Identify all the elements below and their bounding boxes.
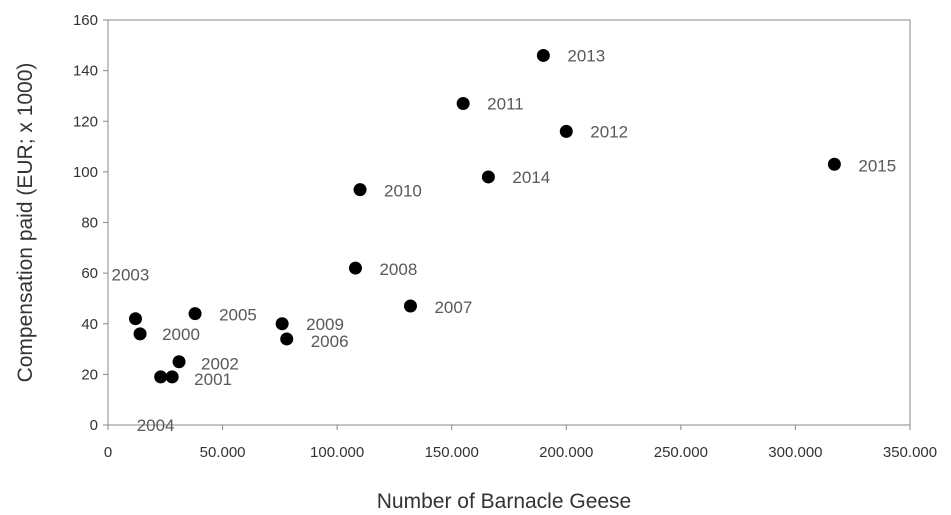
y-tick-label: 0: [90, 417, 98, 434]
data-point-2012: [559, 124, 573, 138]
data-points: [128, 48, 841, 384]
point-label-2010: 2010: [384, 182, 422, 201]
y-tick-label: 80: [81, 215, 98, 232]
data-point-2015: [827, 157, 841, 171]
x-tick-label: 150.000: [425, 444, 479, 461]
x-axis-title: Number of Barnacle Geese: [377, 490, 631, 513]
y-tick-label: 100: [73, 164, 98, 181]
point-label-2011: 2011: [487, 95, 524, 114]
data-point-2006: [280, 332, 294, 346]
point-label-2012: 2012: [590, 122, 628, 141]
x-axis-ticks: 0 50.000 100.000 150.000 200.000 250.000 300.0…: [104, 425, 937, 461]
point-label-2003: 2003: [111, 266, 149, 285]
point-label-2008: 2008: [379, 260, 417, 279]
data-point-2007: [403, 299, 417, 313]
point-label-2001: 2001: [194, 370, 232, 389]
data-point-2003: [128, 312, 142, 326]
x-tick-label: 250.000: [654, 444, 708, 461]
point-label-2005: 2005: [219, 306, 257, 325]
data-point-2005: [188, 307, 202, 321]
x-tick-label: 50.000: [200, 444, 246, 461]
data-point-2014: [481, 170, 495, 184]
data-point-2008: [348, 261, 362, 275]
data-point-2009: [275, 317, 289, 331]
data-point-2004: [154, 370, 168, 384]
x-tick-label: 0: [104, 444, 112, 461]
data-point-2002: [172, 355, 186, 369]
point-label-2015: 2015: [858, 156, 896, 175]
y-tick-label: 160: [73, 12, 98, 29]
x-tick-label: 350.000: [883, 444, 937, 461]
data-point-2011: [456, 97, 470, 111]
y-tick-label: 120: [73, 113, 98, 130]
y-tick-label: 140: [73, 63, 98, 80]
point-label-2000: 2000: [162, 325, 200, 344]
data-point-2013: [536, 48, 550, 62]
point-label-2007: 2007: [434, 298, 472, 317]
y-axis-title: Compensation paid (EUR; x 1000): [14, 63, 37, 383]
point-label-2009: 2009: [306, 315, 344, 334]
x-tick-label: 200.000: [539, 444, 593, 461]
x-tick-label: 100.000: [310, 444, 364, 461]
y-tick-label: 20: [81, 366, 98, 383]
data-point-2001: [165, 370, 179, 384]
point-label-2014: 2014: [512, 168, 550, 187]
point-label-2002: 2002: [201, 355, 239, 374]
point-label-2004: 2004: [137, 416, 175, 435]
y-axis-ticks: 0 20 40 60 80 100 120 140 160: [73, 12, 108, 434]
data-point-2010: [353, 183, 367, 197]
data-point-2000: [133, 327, 147, 341]
y-tick-label: 40: [81, 316, 98, 333]
y-tick-label: 60: [81, 265, 98, 282]
point-label-2006: 2006: [311, 332, 349, 351]
point-label-2013: 2013: [567, 46, 605, 65]
x-tick-label: 300.000: [768, 444, 822, 461]
